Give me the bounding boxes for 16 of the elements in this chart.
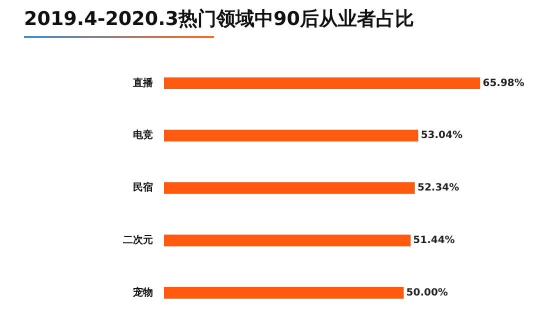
y-tick-label: 宠物 [132,286,153,298]
y-tick-label: 民宿 [133,182,153,194]
bar [164,182,415,194]
data-label: 65.98% [482,78,524,89]
data-label: 50.00% [406,287,448,298]
bar [164,130,418,142]
data-label: 51.44% [413,234,455,246]
data-label: 52.34% [417,182,460,194]
bar [164,77,480,90]
chart-title: 2019.4-2020.3热门领域中90后从业者占比 [24,7,414,32]
y-tick-label: 电竞 [133,129,153,142]
y-tick-label: 直播 [132,76,154,89]
y-tick-label: 二次元 [123,234,153,246]
data-label: 53.04% [420,130,462,142]
bar [164,234,411,246]
bar [164,286,404,299]
